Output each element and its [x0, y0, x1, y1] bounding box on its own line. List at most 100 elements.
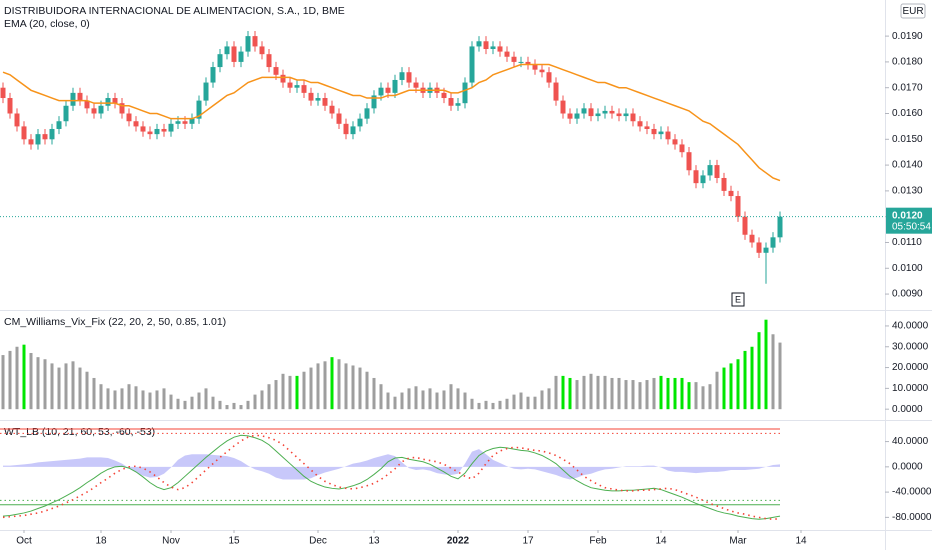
candle-body: [210, 67, 216, 83]
candle-body: [77, 92, 83, 101]
candle-body: [539, 69, 545, 73]
vix-bar: [638, 382, 642, 410]
x-tick-label: 18: [95, 536, 107, 547]
candle-body: [280, 74, 286, 83]
vix-bar: [190, 396, 194, 410]
candle-body: [147, 131, 153, 135]
candle-body: [287, 82, 293, 88]
candle-body: [154, 128, 160, 135]
candle-body: [56, 121, 62, 129]
vix-bar: [15, 346, 19, 410]
vix-bar: [253, 394, 257, 410]
vix-bar: [29, 352, 33, 410]
indicator-legend: CM_Williams_Vix_Fix (22, 20, 2, 50, 0.85…: [4, 316, 226, 328]
vix-bar: [512, 394, 516, 410]
candle-body: [133, 121, 139, 127]
vix-bar: [771, 334, 775, 410]
candle-body: [483, 41, 489, 50]
candle-body: [217, 54, 223, 68]
ema-line: [2, 63, 781, 182]
y-tick-label: 20.0000: [892, 362, 929, 373]
vix-bar: [561, 375, 565, 410]
candle-body: [504, 51, 510, 57]
vix-bar: [148, 392, 152, 410]
price-tag: [886, 207, 932, 234]
signal-line: [2, 434, 781, 521]
vix-bar: [197, 392, 201, 410]
vix-bar: [43, 359, 47, 410]
vix-bar: [85, 371, 89, 410]
candle-body: [196, 100, 202, 119]
earnings-marker[interactable]: [731, 292, 745, 307]
wave-line: [2, 434, 781, 520]
vix-bar: [99, 384, 103, 410]
candle-body: [308, 92, 314, 101]
vix-bar: [421, 390, 425, 410]
vix-bar: [477, 402, 481, 410]
candle-body: [525, 61, 531, 65]
vix-bar: [281, 373, 285, 410]
candle-body: [581, 108, 587, 114]
candle-body: [490, 46, 496, 50]
candle-body: [126, 113, 132, 122]
vix-bar: [225, 405, 229, 410]
y-tick-label: 40.0000: [892, 436, 929, 447]
candle-body: [630, 113, 636, 122]
vix-bar: [428, 388, 432, 410]
candle-body: [252, 36, 258, 47]
vix-bar: [659, 375, 663, 410]
vix-bar: [50, 363, 54, 410]
vix-bar: [330, 357, 334, 410]
vix-bar: [36, 357, 40, 410]
candle-body: [140, 126, 146, 132]
vix-bar: [582, 375, 586, 410]
candle-body: [14, 113, 20, 127]
vix-bar: [400, 392, 404, 410]
vix-bar: [701, 386, 705, 410]
vix-bar: [610, 377, 614, 410]
candle-body: [364, 108, 370, 119]
candle-body: [742, 216, 748, 235]
vix-bar: [155, 390, 159, 410]
vix-bar: [540, 390, 544, 410]
x-tick-label: Feb: [589, 536, 607, 547]
candle-body: [693, 170, 699, 184]
candle-body: [371, 95, 377, 109]
candle-body: [392, 79, 398, 93]
candle-body: [707, 165, 713, 176]
vix-bar: [757, 332, 761, 410]
vix-bar: [176, 398, 180, 410]
vix-bar: [505, 398, 509, 410]
y-tick-label: 0.0100: [892, 263, 923, 274]
candle-body: [623, 113, 629, 117]
vix-bar: [449, 384, 453, 410]
x-tick-label: Dec: [309, 536, 327, 547]
candle-body: [105, 98, 111, 106]
vix-bar: [470, 398, 474, 410]
candle-body: [497, 46, 503, 52]
vix-bar: [526, 396, 530, 410]
vix-bar: [736, 359, 740, 410]
candle-body: [406, 72, 412, 83]
currency-box[interactable]: [900, 3, 926, 19]
vix-bar: [589, 373, 593, 410]
candle-body: [609, 110, 615, 114]
vix-bar: [407, 388, 411, 410]
candle-body: [518, 61, 524, 63]
wave-area: [3, 449, 780, 480]
candle-body: [343, 123, 349, 135]
x-tick-label: Oct: [16, 536, 32, 547]
candle-body: [259, 46, 265, 55]
candle-body: [294, 85, 300, 88]
vix-bar: [78, 367, 82, 410]
vix-bar: [484, 400, 488, 410]
vix-bar: [351, 365, 355, 410]
vix-bar: [624, 380, 628, 410]
candle-body: [651, 128, 657, 135]
candle-body: [357, 118, 363, 127]
candle-body: [658, 131, 664, 135]
vix-bar: [309, 367, 313, 410]
vix-bar: [120, 388, 124, 410]
y-tick-label: 0.0000: [892, 461, 923, 472]
candle-body: [301, 85, 307, 93]
